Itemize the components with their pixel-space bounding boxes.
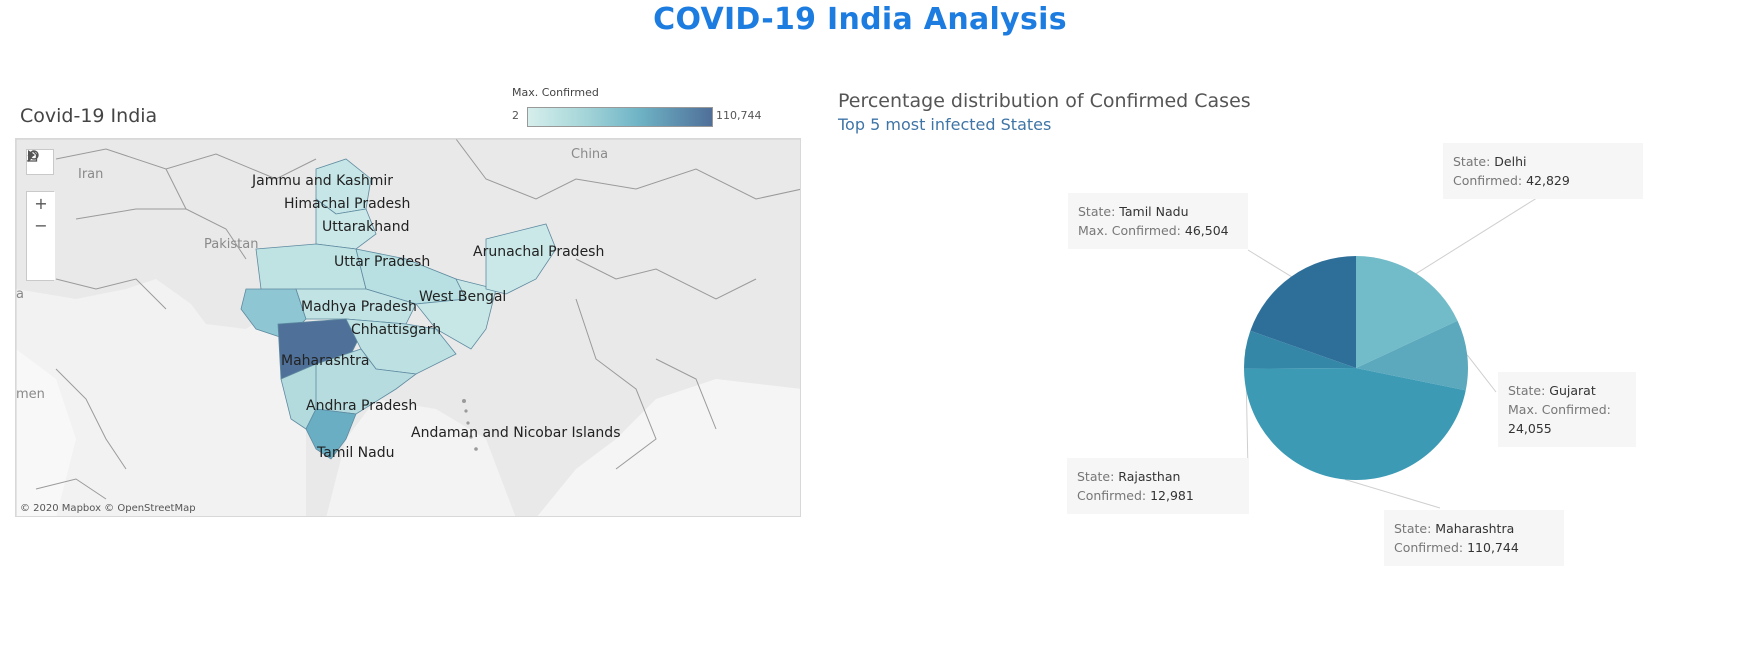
state-label-west-bengal: West Bengal — [419, 289, 507, 305]
tooltip-key: Confirmed: — [1077, 488, 1147, 503]
tooltip-value: 12,981 — [1150, 488, 1194, 503]
pie-subtitle: Top 5 most infected States — [838, 115, 1052, 134]
tooltip-state: Rajasthan — [1118, 469, 1181, 484]
tooltip-key: Max. Confirmed: — [1078, 223, 1181, 238]
map-title: Covid-19 India — [20, 105, 158, 127]
dashboard-title: COVID-19 India Analysis — [653, 2, 1067, 37]
plus-icon: + — [34, 193, 48, 213]
tooltip-key: Confirmed: — [1453, 173, 1523, 188]
leader-line-delhi — [1415, 195, 1541, 274]
map-geo-label-yemen: men — [16, 387, 45, 402]
tooltip-gujarat: State: Gujarat Max. Confirmed: 24,055 — [1498, 372, 1636, 447]
map-attribution: © 2020 Mapbox © OpenStreetMap — [20, 503, 196, 514]
leader-line-maharashtra — [1344, 478, 1441, 509]
state-label-chhattisgarh: Chhattisgarh — [351, 322, 442, 338]
pie-title: Percentage distribution of Confirmed Cas… — [838, 90, 1251, 112]
legend-max-value: 110,744 — [716, 109, 762, 122]
tooltip-value: 110,744 — [1467, 540, 1519, 555]
pie-slice-gujarat[interactable] — [1356, 320, 1469, 391]
tooltip-value: 46,504 — [1184, 223, 1229, 238]
tooltip-maharashtra: State: Maharashtra Confirmed: 110,744 — [1384, 510, 1564, 566]
state-label-himachal-pradesh: Himachal Pradesh — [284, 196, 411, 212]
map-geo-label-iran: Iran — [78, 167, 104, 182]
leader-line-gujarat — [1466, 354, 1497, 393]
state-label-andhra-pradesh: Andhra Pradesh — [306, 398, 418, 414]
tooltip-value: 24,055 — [1508, 421, 1552, 436]
pie-slices — [1244, 256, 1469, 481]
state-label-uttarakhand: Uttarakhand — [322, 219, 410, 235]
zoom-out-button[interactable]: − — [27, 214, 55, 236]
state-label-madhya-pradesh: Madhya Pradesh — [301, 299, 417, 315]
india-choropleth-map[interactable]: Iran China Pakistan a men Jammu and Kash… — [15, 138, 801, 517]
map-toolbar: + − — [26, 149, 55, 281]
tooltip-key: State: — [1078, 204, 1116, 219]
state-label-andaman-nicobar: Andaman and Nicobar Islands — [411, 425, 621, 441]
leader-line-tamil-nadu — [1247, 249, 1292, 278]
tooltip-key: Max. Confirmed: — [1508, 402, 1611, 417]
tooltip-state: Maharashtra — [1435, 521, 1515, 536]
tooltip-state: Delhi — [1494, 154, 1527, 169]
pie-slice-delhi[interactable] — [1356, 256, 1458, 368]
state-label-uttar-pradesh: Uttar Pradesh — [334, 254, 431, 270]
minus-icon: − — [34, 215, 48, 235]
tooltip-state: Tamil Nadu — [1119, 204, 1189, 219]
tooltip-value: 42,829 — [1526, 173, 1570, 188]
tooltip-key: State: — [1077, 469, 1115, 484]
tooltip-tamil-nadu: State: Tamil Nadu Max. Confirmed: 46,504 — [1068, 193, 1248, 249]
tooltip-key: Confirmed: — [1394, 540, 1464, 555]
tooltip-state: Gujarat — [1549, 383, 1596, 398]
tooltip-key: State: — [1508, 383, 1546, 398]
map-zoom-controls: + − — [26, 150, 55, 281]
tooltip-delhi: State: Delhi Confirmed: 42,829 — [1443, 143, 1643, 199]
map-geo-label-pakistan: Pakistan — [204, 237, 259, 252]
legend-color-ramp — [527, 107, 713, 127]
state-label-maharashtra: Maharashtra — [281, 353, 370, 369]
play-arrow-icon — [28, 150, 35, 160]
state-label-jammu-kashmir: Jammu and Kashmir — [252, 173, 394, 189]
state-label-tamil-nadu: Tamil Nadu — [317, 445, 395, 461]
pie-slice-tamil-nadu[interactable] — [1250, 256, 1356, 368]
tooltip-key: State: — [1394, 521, 1432, 536]
legend-min-value: 2 — [512, 109, 519, 122]
tooltip-key: State: — [1453, 154, 1491, 169]
tooltip-rajasthan: State: Rajasthan Confirmed: 12,981 — [1067, 458, 1249, 514]
pan-mode-button[interactable] — [27, 150, 55, 280]
pie-slice-maharashtra[interactable] — [1244, 368, 1466, 481]
legend-title: Max. Confirmed — [512, 86, 599, 99]
zoom-in-button[interactable]: + — [27, 192, 55, 214]
state-label-arunachal-pradesh: Arunachal Pradesh — [473, 244, 605, 260]
map-canvas — [16, 139, 800, 516]
pie-slice-rajasthan[interactable] — [1244, 330, 1356, 369]
map-geo-label-fragment: a — [16, 287, 24, 302]
map-geo-label-china: China — [571, 147, 609, 162]
